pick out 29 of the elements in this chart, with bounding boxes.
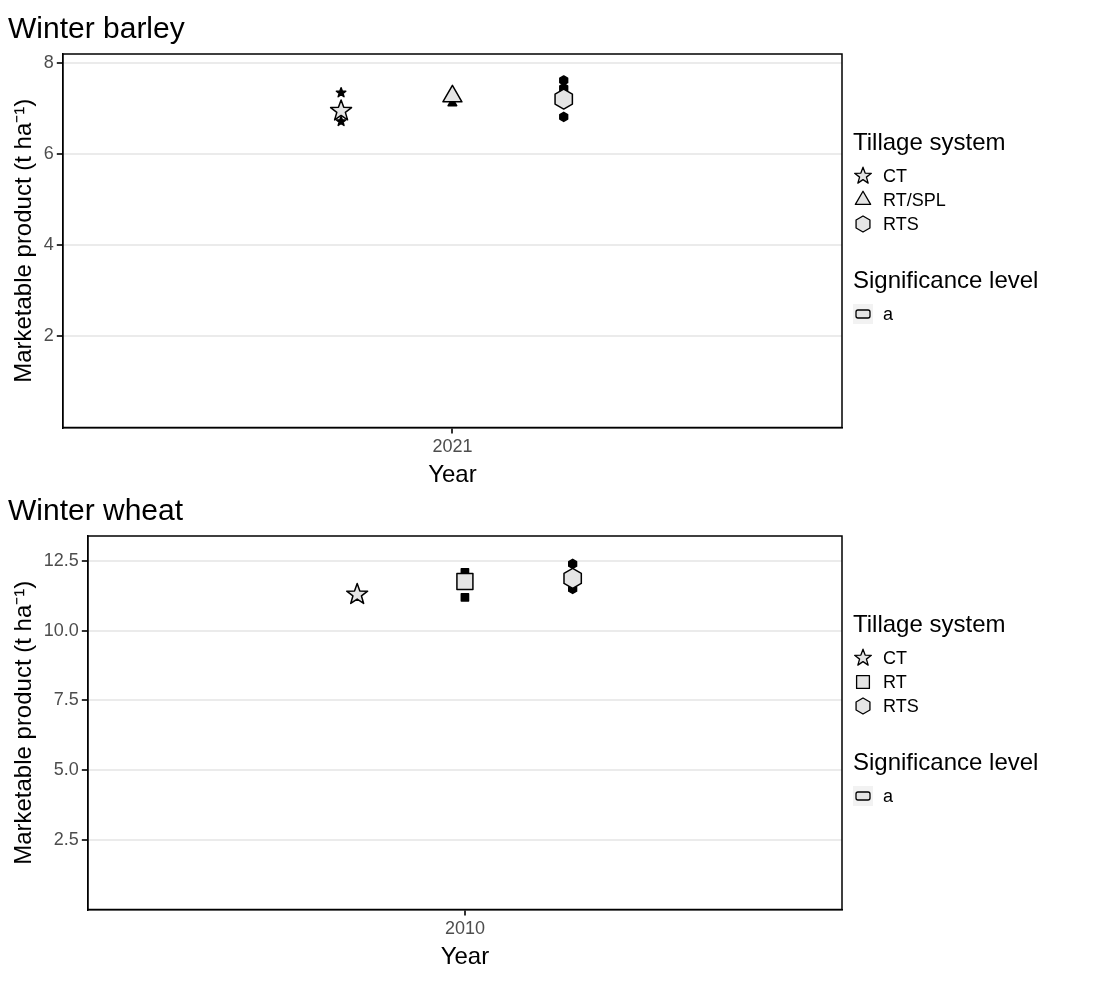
y-tick-label: 10.0 bbox=[43, 619, 79, 640]
y-tick-label: 2 bbox=[43, 325, 54, 346]
text: Significance level bbox=[853, 266, 1040, 294]
x-tick-label: 2010 bbox=[444, 918, 485, 939]
text: a bbox=[883, 303, 894, 325]
legend-label: RTS bbox=[883, 695, 919, 717]
y-tick-label: 4 bbox=[43, 234, 54, 255]
text: Significance level bbox=[853, 748, 1040, 776]
y-tick-label: 12.5 bbox=[43, 550, 79, 571]
x-axis-title: Year bbox=[440, 942, 490, 970]
y-tick-label: 5.0 bbox=[53, 759, 79, 780]
legend-title: Tillage system bbox=[853, 128, 1007, 156]
y-tick-label: 6 bbox=[43, 143, 54, 164]
x-axis-title: Year bbox=[428, 460, 477, 488]
legend-label: RTS bbox=[883, 213, 919, 235]
y-axis-title: Marketable product (t ha⁻¹) bbox=[9, 98, 37, 383]
chart-title: Winter barley bbox=[8, 11, 185, 45]
y-axis-title: Marketable product (t ha⁻¹) bbox=[9, 580, 37, 865]
y-tick-label: 7.5 bbox=[53, 689, 79, 710]
legend-label: RT/SPL bbox=[883, 189, 946, 211]
legend-label: CT bbox=[883, 647, 907, 669]
text: a bbox=[883, 785, 894, 807]
y-tick-label: 2.5 bbox=[53, 828, 79, 849]
legend-title: Tillage system bbox=[853, 610, 1007, 638]
y-tick-label: 8 bbox=[43, 52, 54, 73]
legend-label: RT bbox=[883, 671, 907, 693]
chart-title: Winter wheat bbox=[8, 493, 184, 527]
x-tick-label: 2021 bbox=[432, 436, 473, 457]
legend-label: CT bbox=[883, 165, 907, 187]
